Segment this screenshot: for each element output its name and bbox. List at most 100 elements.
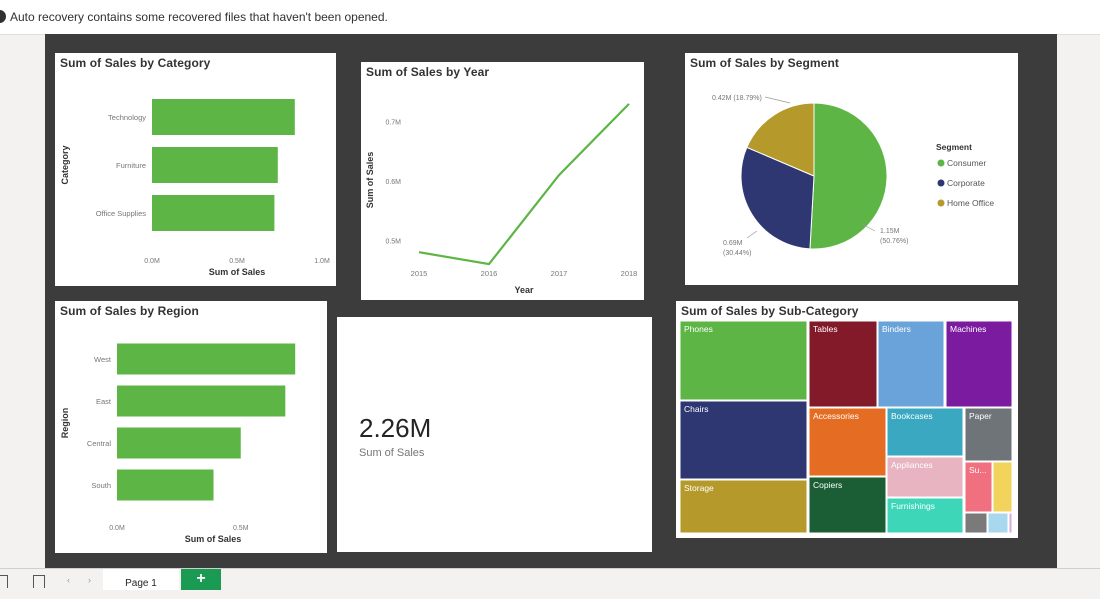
y-axis-title: Sum of Sales [365, 152, 375, 209]
pie-slice-home-office [746, 102, 815, 177]
pie-percent-label: (50.76%) [880, 238, 908, 245]
pie-leader-line [859, 222, 876, 232]
category-label: Office Supplies [96, 209, 147, 218]
subcategory-chart-card[interactable]: Sum of Sales by Sub-Category Phones Chair… [676, 301, 1018, 538]
category-label: East [96, 397, 112, 406]
treemap-label: Paper [969, 411, 992, 421]
bar-central [117, 427, 241, 459]
category-label: Technology [108, 113, 146, 122]
region-bar-chart: West East Central South 0.0M 0.5M Sum of Sales… [60, 343, 296, 544]
legend-entry: Home Office [947, 198, 994, 208]
x-tick-label: 1.0M [314, 258, 330, 265]
year-chart-title: Sum of Sales by Year [366, 65, 490, 79]
treemap-tile-supplies [964, 461, 993, 513]
treemap-tile-bookcases [886, 407, 964, 457]
next-page-arrow-icon[interactable]: › [88, 575, 91, 585]
kpi-card[interactable]: 2.26M Sum of Sales [337, 317, 652, 552]
treemap-label: Phones [684, 324, 713, 334]
treemap-tile-paper [964, 407, 1013, 462]
sales-line [418, 103, 630, 266]
category-chart-title: Sum of Sales by Category [60, 56, 211, 70]
legend-entry: Consumer [947, 158, 986, 168]
treemap-label: Appliances [891, 460, 933, 470]
region-chart-card[interactable]: Sum of Sales by Region West East Central So… [55, 301, 327, 553]
pie-slice-consumer [809, 102, 888, 250]
treemap-label: Furnishings [891, 501, 935, 511]
category-bar-chart: Technology Furniture Office Supplies 0.0M 0.… [60, 99, 330, 277]
treemap-tile-machines [945, 320, 1013, 408]
tab-page-1[interactable]: Page 1 [103, 569, 179, 590]
x-tick-label: 0.0M [144, 258, 160, 265]
category-label: Central [87, 439, 112, 448]
prev-page-arrow-icon[interactable]: ‹ [67, 575, 70, 585]
pie-value-label: 1.15M [880, 228, 900, 235]
bar-west [117, 343, 296, 375]
treemap-label: Bookcases [891, 411, 933, 421]
category-label: Furniture [116, 161, 146, 170]
x-tick-label: 0.5M [233, 525, 249, 532]
treemap-tile-labels [987, 512, 1009, 534]
treemap-tile-art [992, 461, 1013, 513]
x-axis-title: Sum of Sales [209, 267, 266, 277]
treemap-tile-envelopes [964, 512, 988, 534]
category-label: West [94, 355, 112, 364]
x-tick-label: 2015 [411, 269, 428, 278]
page-view-icon[interactable] [0, 575, 8, 588]
kpi-value: 2.26M [359, 413, 432, 443]
category-chart-card[interactable]: Sum of Sales by Category Technology Furni… [55, 53, 336, 286]
legend-marker-home-office [937, 199, 945, 207]
treemap-tile-binders [877, 320, 945, 408]
x-tick-label: 0.0M [109, 525, 125, 532]
add-page-button[interactable]: + [181, 569, 221, 590]
bar-furniture [152, 147, 278, 183]
y-tick-label: 0.6M [385, 179, 401, 186]
bar-office-supplies [152, 195, 275, 231]
pie-value-label: 0.42M (18.79%) [712, 95, 762, 102]
year-chart-card[interactable]: Sum of Sales by Year 2015 2016 2017 2018 0.5… [361, 62, 644, 300]
pie-leader-line [764, 96, 791, 104]
legend-entry: Corporate [947, 178, 985, 188]
region-chart-title: Sum of Sales by Region [60, 304, 199, 318]
category-label: South [91, 481, 111, 490]
x-axis-title: Year [514, 285, 534, 295]
treemap-tile-chairs [679, 400, 808, 480]
segment-chart-card[interactable]: Sum of Sales by Segment 1.15M (50.76%) 0.6… [685, 53, 1018, 285]
x-tick-label: 2017 [551, 269, 568, 278]
y-axis-title: Region [60, 408, 70, 439]
treemap-tile-appliances [886, 456, 964, 498]
banner-message: Auto recovery contains some recovered fi… [10, 10, 388, 24]
y-tick-label: 0.7M [385, 120, 401, 127]
treemap-label: Tables [813, 324, 838, 334]
subcategory-treemap: Phones Chairs Storage Tables Binders Machines… [679, 320, 1013, 534]
bar-east [117, 385, 286, 417]
pie-percent-label: (30.44%) [723, 250, 751, 257]
kpi-label: Sum of Sales [359, 447, 425, 459]
y-axis-title: Category [60, 145, 70, 184]
treemap-label: Accessories [813, 411, 859, 421]
report-canvas: Sum of Sales by Category Technology Furni… [45, 34, 1057, 568]
pie-value-label: 0.69M [723, 240, 743, 247]
treemap-tile-tables [808, 320, 878, 408]
legend-marker-corporate [937, 179, 945, 187]
mobile-view-icon[interactable] [33, 575, 45, 588]
treemap-label: Chairs [684, 404, 709, 414]
segment-pie-chart: 1.15M (50.76%) 0.69M (30.44%) 0.42M (18.79%)… [712, 95, 994, 257]
legend-title: Segment [936, 142, 972, 152]
y-tick-label: 0.5M [385, 238, 401, 245]
treemap-label: Machines [950, 324, 986, 334]
treemap-label: Su... [969, 465, 986, 475]
treemap-tile-phones [679, 320, 808, 401]
treemap-tile-fasteners [1008, 512, 1013, 534]
pie-slice-corporate [740, 146, 815, 250]
treemap-label: Copiers [813, 480, 842, 490]
segment-chart-title: Sum of Sales by Segment [690, 56, 840, 70]
subcategory-chart-title: Sum of Sales by Sub-Category [681, 304, 859, 318]
x-tick-label: 2018 [621, 269, 638, 278]
treemap-tile-copiers [808, 476, 887, 534]
treemap-tile-storage [679, 479, 808, 534]
bar-technology [152, 99, 295, 135]
recovery-banner: Auto recovery contains some recovered fi… [0, 0, 1100, 35]
year-line-chart: 2015 2016 2017 2018 0.5M 0.6M 0.7M Year Sum of S… [365, 103, 638, 295]
info-icon [0, 10, 6, 23]
treemap-label: Binders [882, 324, 911, 334]
